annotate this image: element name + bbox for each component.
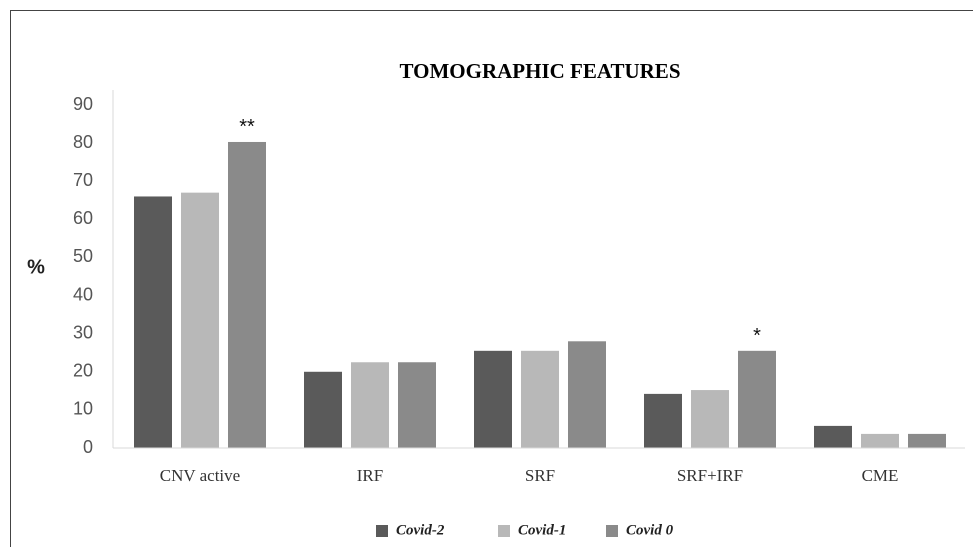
- bar: [644, 393, 682, 448]
- legend-swatch: [376, 525, 388, 537]
- y-tick-label: 80: [73, 132, 93, 152]
- bar: [861, 433, 899, 448]
- y-tick-label: 10: [73, 399, 93, 419]
- bar: [304, 371, 342, 448]
- bar: [521, 350, 559, 448]
- legend-swatch: [606, 525, 618, 537]
- bar: [908, 433, 946, 448]
- y-tick-label: 50: [73, 246, 93, 266]
- y-tick-label: 70: [73, 170, 93, 190]
- y-tick-label: 90: [73, 94, 93, 114]
- bar: [134, 196, 172, 448]
- x-tick-label: SRF+IRF: [677, 466, 743, 485]
- x-tick-label: IRF: [357, 466, 383, 485]
- legend-swatch: [498, 525, 510, 537]
- y-tick-label: 30: [73, 322, 93, 342]
- y-tick-label: 20: [73, 361, 93, 381]
- y-tick-label: 0: [83, 437, 93, 457]
- bar: [181, 192, 219, 448]
- bar: [738, 350, 776, 448]
- bar: [351, 362, 389, 448]
- x-tick-label: CME: [862, 466, 899, 485]
- x-tick-label: CNV active: [160, 466, 240, 485]
- bar: [691, 390, 729, 448]
- y-axis-label: %: [27, 256, 45, 278]
- bar: [814, 425, 852, 448]
- legend-label: Covid-2: [396, 522, 445, 538]
- bar: [568, 341, 606, 448]
- chart-title: TOMOGRAPHIC FEATURES: [400, 59, 681, 83]
- frame: [10, 10, 973, 547]
- legend-label: Covid 0: [626, 522, 674, 538]
- legend-label: Covid-1: [518, 522, 566, 538]
- bar: [474, 350, 512, 448]
- x-tick-label: SRF: [525, 466, 555, 485]
- bar: [398, 362, 436, 448]
- annotation: **: [239, 116, 255, 138]
- y-tick-label: 60: [73, 208, 93, 228]
- bar: [228, 141, 266, 448]
- annotation: *: [753, 325, 761, 347]
- y-tick-label: 40: [73, 284, 93, 304]
